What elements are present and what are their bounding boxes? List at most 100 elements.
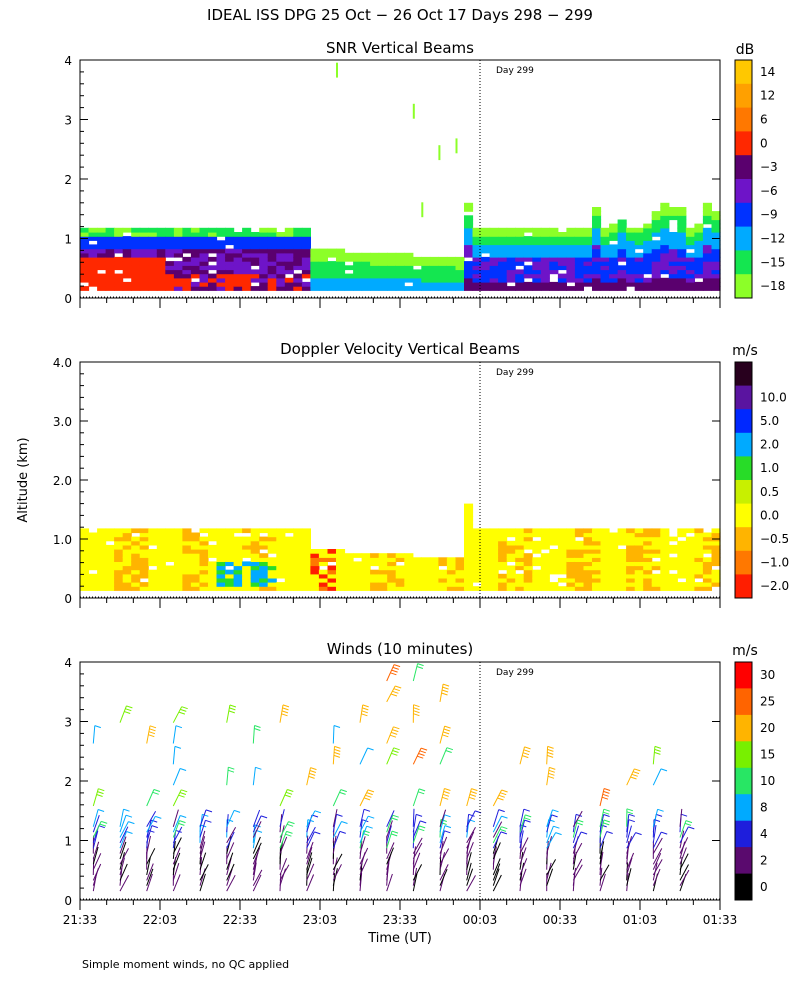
heatmap-cell — [481, 561, 491, 567]
wind-barb — [601, 796, 609, 800]
heatmap-cell — [225, 261, 235, 266]
heatmap-cell — [190, 232, 200, 237]
heatmap-cell — [250, 586, 260, 591]
heatmap-cell — [574, 232, 584, 237]
heatmap-cell — [242, 573, 252, 579]
heatmap-cell — [173, 557, 183, 562]
heatmap-cell — [446, 573, 456, 579]
heatmap-cell — [88, 265, 98, 271]
heatmap-cell — [310, 549, 320, 554]
heatmap-cell — [592, 532, 602, 538]
heatmap-cell — [617, 223, 627, 229]
heatmap-cell — [182, 286, 192, 291]
heatmap-cell — [114, 227, 124, 233]
colorbar-segment — [735, 250, 752, 275]
heatmap-cell — [233, 277, 243, 283]
heatmap-cell — [677, 573, 687, 579]
heatmap-cell — [199, 277, 209, 283]
heatmap-cell — [267, 544, 277, 550]
colorbar-segment — [735, 820, 752, 848]
wind-barb — [626, 825, 632, 844]
wind-barb — [652, 825, 657, 843]
heatmap-cell — [651, 227, 661, 233]
heatmap-cell — [515, 536, 525, 542]
heatmap-cell — [242, 544, 252, 550]
heatmap-cell — [481, 540, 491, 546]
wind-barb — [599, 814, 605, 833]
heatmap-cell — [216, 569, 226, 575]
heatmap-cell — [540, 248, 550, 254]
heatmap-cell — [88, 565, 98, 571]
heatmap-cell — [702, 561, 712, 567]
heatmap-cell — [455, 565, 465, 571]
heatmap-cell — [148, 536, 158, 542]
heatmap-cell — [370, 582, 380, 587]
heatmap-cell — [267, 286, 277, 291]
heatmap-cell — [609, 232, 619, 237]
heatmap-cell — [532, 573, 542, 579]
wind-barb — [603, 788, 611, 791]
heatmap-cell — [472, 577, 482, 583]
wind-barb — [416, 666, 424, 669]
heatmap-cell — [404, 269, 414, 275]
wind-barb — [146, 810, 157, 828]
heatmap-cell — [694, 269, 704, 275]
heatmap-cell — [378, 273, 388, 279]
heatmap-cell — [284, 277, 294, 283]
heatmap-cell — [532, 248, 542, 254]
heatmap-cell — [421, 261, 431, 266]
heatmap-cell — [438, 273, 448, 279]
wind-barb — [368, 815, 375, 819]
heatmap-cell — [216, 532, 226, 538]
colorbar-label: 10.0 — [760, 390, 787, 404]
heatmap-cell — [165, 265, 175, 271]
heatmap-cell — [97, 544, 107, 550]
heatmap-cell — [617, 565, 627, 571]
heatmap-cell — [446, 281, 456, 287]
heatmap-cell — [105, 248, 115, 254]
heatmap-cell — [353, 281, 363, 287]
heatmap-cell — [139, 565, 149, 571]
wind-barb — [367, 747, 374, 751]
heatmap-cell — [276, 277, 286, 283]
heatmap-cell — [489, 553, 499, 558]
wind-barb — [386, 825, 392, 844]
heatmap-cell — [208, 569, 218, 575]
wind-barb — [523, 808, 530, 812]
wind-barb — [172, 746, 176, 765]
heatmap-cell — [242, 269, 252, 275]
colorbar-segment — [735, 714, 752, 742]
heatmap-cell — [592, 232, 602, 237]
wind-barb — [227, 769, 235, 773]
heatmap-cell — [131, 277, 141, 283]
heatmap-cell — [344, 561, 354, 567]
heatmap-cell — [506, 544, 516, 550]
heatmap-cell — [242, 248, 252, 254]
heatmap-cell — [336, 256, 346, 262]
heatmap-cell — [557, 256, 567, 262]
heatmap-cell — [532, 269, 542, 275]
heatmap-cell — [353, 265, 363, 271]
heatmap-cell — [293, 577, 303, 583]
heatmap-cell — [165, 252, 175, 258]
heatmap-cell — [293, 265, 303, 271]
heatmap-cell — [481, 269, 491, 275]
wind-barb — [205, 809, 213, 813]
wind-barb — [332, 853, 343, 870]
heatmap-cell — [455, 138, 458, 154]
winds-colorbar-units: m/s — [732, 643, 758, 659]
heatmap-cell — [190, 557, 200, 562]
heatmap-cell — [626, 281, 636, 287]
heatmap-cell — [702, 202, 712, 208]
heatmap-cell — [515, 236, 525, 241]
heatmap-cell — [80, 252, 90, 258]
wind-barb — [98, 825, 105, 829]
colorbar-label: 2 — [760, 853, 768, 867]
heatmap-cell — [685, 281, 695, 287]
wind-barb — [228, 766, 235, 770]
heatmap-cell — [694, 586, 704, 591]
heatmap-cell — [481, 586, 491, 591]
heatmap-cell — [498, 528, 508, 534]
wind-barb — [119, 809, 124, 827]
heatmap-cell — [464, 507, 474, 513]
